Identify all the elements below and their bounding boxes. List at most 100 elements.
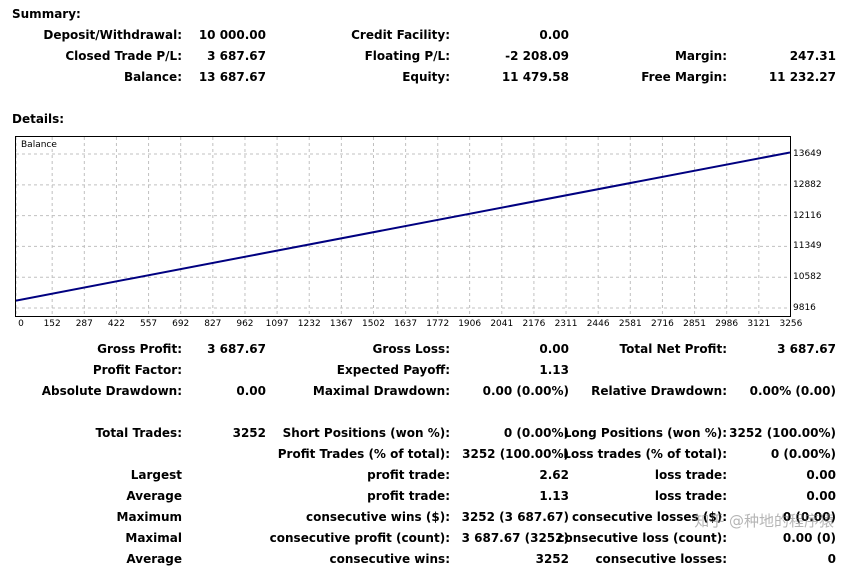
- average-loss-value: 0.00: [806, 489, 836, 503]
- chart-title: Balance: [21, 140, 57, 150]
- loss-trades-value: 0 (0.00%): [770, 447, 836, 461]
- x-tick-label: 2716: [650, 319, 674, 329]
- average-loss-label: loss trade:: [654, 489, 727, 503]
- largest-loss-label: loss trade:: [654, 468, 727, 482]
- margin-label: Margin:: [674, 49, 727, 63]
- credit-value: 0.00: [539, 28, 569, 42]
- profit-trades-value: 3252 (100.00%): [462, 447, 569, 461]
- summary-title: Summary:: [12, 7, 81, 21]
- maximal-consecutive-loss-label: consecutive loss (count):: [557, 531, 727, 545]
- long-positions-value: 3252 (100.00%): [729, 426, 836, 440]
- average-profit-value: 1.13: [539, 489, 569, 503]
- x-tick-label: 3256: [779, 319, 803, 329]
- largest-profit-value: 2.62: [539, 468, 569, 482]
- x-tick-label: 1097: [265, 319, 289, 329]
- gross-loss-value: 0.00: [539, 342, 569, 356]
- net-profit-label: Total Net Profit:: [619, 342, 727, 356]
- x-tick-label: 2986: [715, 319, 739, 329]
- deposit-value: 10 000.00: [198, 28, 266, 42]
- maximal-consecutive-profit-label: consecutive profit (count):: [269, 531, 450, 545]
- short-positions-value: 0 (0.00%): [503, 426, 569, 440]
- floating-pl-value: -2 208.09: [505, 49, 569, 63]
- details-title: Details:: [12, 112, 65, 126]
- balance-value: 13 687.67: [198, 70, 266, 84]
- x-tick-label: 0: [18, 319, 24, 329]
- absolute-drawdown-value: 0.00: [236, 384, 266, 398]
- average-label: Average: [126, 489, 182, 503]
- equity-value: 11 479.58: [501, 70, 569, 84]
- x-tick-label: 1367: [329, 319, 353, 329]
- x-tick-label: 2176: [522, 319, 546, 329]
- x-tick-label: 2311: [554, 319, 578, 329]
- x-tick-label: 1502: [362, 319, 385, 329]
- x-tick-label: 2446: [586, 319, 610, 329]
- avg-consecutive-losses-label: consecutive losses:: [595, 552, 727, 566]
- total-trades-label: Total Trades:: [95, 426, 182, 440]
- expected-payoff-value: 1.13: [539, 363, 569, 377]
- relative-drawdown-label: Relative Drawdown:: [591, 384, 727, 398]
- avg-consecutive-losses-value: 0: [827, 552, 836, 566]
- margin-value: 247.31: [789, 49, 836, 63]
- relative-drawdown-value: 0.00% (0.00): [749, 384, 836, 398]
- closed-pl-value: 3 687.67: [207, 49, 266, 63]
- y-tick-label: 9816: [793, 303, 816, 313]
- x-tick-label: 557: [139, 319, 158, 329]
- net-profit-value: 3 687.67: [777, 342, 836, 356]
- x-tick-label: 2851: [683, 319, 706, 329]
- loss-trades-label: Loss trades (% of total):: [563, 447, 727, 461]
- expected-payoff-label: Expected Payoff:: [336, 363, 450, 377]
- gross-profit-label: Gross Profit:: [97, 342, 182, 356]
- long-positions-label: Long Positions (won %):: [563, 426, 727, 440]
- maximum-label: Maximum: [116, 510, 182, 524]
- free-margin-label: Free Margin:: [641, 70, 727, 84]
- absolute-drawdown-label: Absolute Drawdown:: [41, 384, 182, 398]
- maximal-consecutive-profit-value: 3 687.67 (3252): [461, 531, 569, 545]
- x-tick-label: 1906: [458, 319, 482, 329]
- x-tick-label: 827: [204, 319, 222, 329]
- largest-profit-label: profit trade:: [367, 468, 450, 482]
- y-tick-label: 12116: [793, 210, 822, 221]
- largest-label: Largest: [130, 468, 182, 482]
- free-margin-value: 11 232.27: [768, 70, 836, 84]
- x-tick-label: 1232: [297, 319, 321, 329]
- avg-consecutive-wins-label: consecutive wins:: [329, 552, 450, 566]
- x-tick-label: 1772: [426, 319, 450, 329]
- profit-trades-label: Profit Trades (% of total):: [277, 447, 450, 461]
- profit-factor-label: Profit Factor:: [92, 363, 182, 377]
- x-tick-label: 422: [107, 319, 126, 329]
- x-tick-label: 2581: [618, 319, 642, 329]
- x-tick-label: 2041: [490, 319, 514, 329]
- x-tick-label: 3121: [747, 319, 771, 329]
- balance-label: Balance:: [123, 70, 182, 84]
- x-tick-label: 962: [236, 319, 254, 329]
- balance-chart-svg: [15, 137, 792, 316]
- max-consecutive-losses-label: consecutive losses ($):: [571, 510, 727, 524]
- y-tick-label: 13649: [793, 149, 822, 159]
- max-consecutive-wins-value: 3252 (3 687.67): [461, 510, 569, 524]
- avg-consecutive-wins-value: 3252: [535, 552, 569, 566]
- average-consecutive-label: Average: [126, 552, 182, 566]
- y-tick-label: 12882: [793, 179, 822, 190]
- maximal-label: Maximal: [125, 531, 182, 545]
- x-tick-label: 692: [172, 319, 190, 329]
- y-tick-label: 11349: [793, 241, 822, 252]
- short-positions-label: Short Positions (won %):: [282, 426, 450, 440]
- closed-pl-label: Closed Trade P/L:: [65, 49, 182, 63]
- equity-label: Equity:: [402, 70, 450, 84]
- x-tick-label: 287: [75, 319, 93, 329]
- maximal-drawdown-value: 0.00 (0.00%): [482, 384, 569, 398]
- total-trades-value: 3252: [232, 426, 266, 440]
- maximal-consecutive-loss-value: 0.00 (0): [782, 531, 836, 545]
- max-consecutive-wins-label: consecutive wins ($):: [305, 510, 450, 524]
- average-profit-label: profit trade:: [367, 489, 450, 503]
- floating-pl-label: Floating P/L:: [364, 49, 450, 63]
- largest-loss-value: 0.00: [806, 468, 836, 482]
- x-tick-label: 1637: [394, 319, 418, 329]
- gross-loss-label: Gross Loss:: [372, 342, 450, 356]
- credit-label: Credit Facility:: [351, 28, 450, 42]
- balance-chart: Balance: [15, 136, 792, 317]
- balance-line: [15, 151, 791, 302]
- x-tick-label: 152: [43, 319, 61, 329]
- maximal-drawdown-label: Maximal Drawdown:: [312, 384, 450, 398]
- max-consecutive-losses-value: 0 (0.00): [782, 510, 836, 524]
